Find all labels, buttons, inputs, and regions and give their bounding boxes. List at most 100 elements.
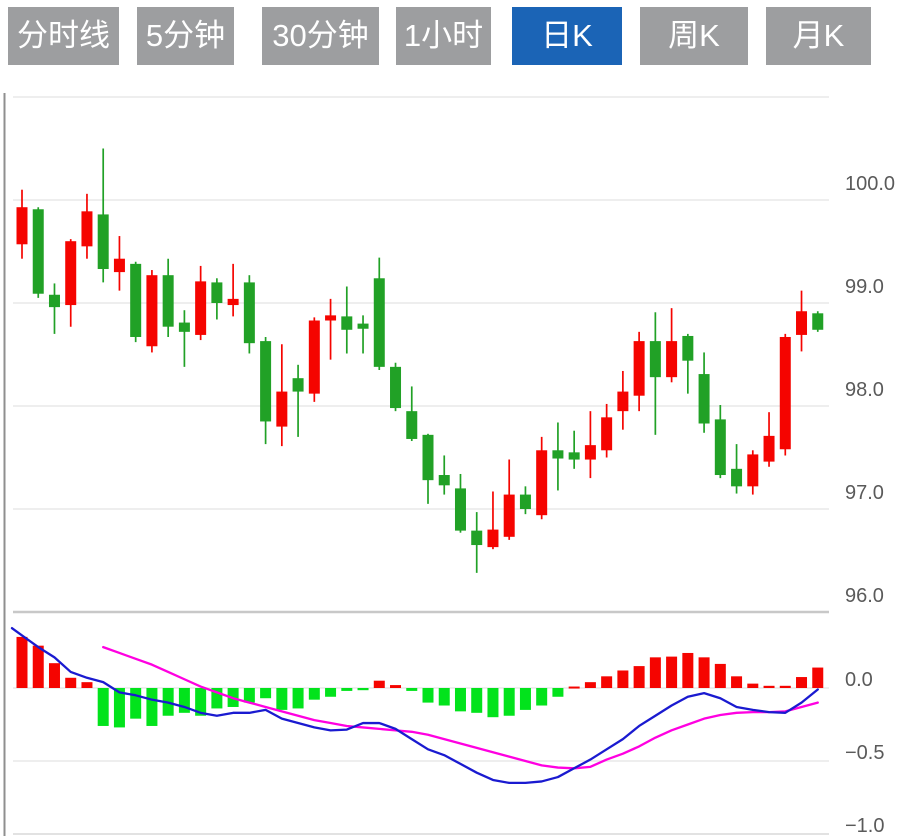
candle-body bbox=[487, 529, 499, 548]
macd-histogram-bar bbox=[454, 688, 466, 712]
tab-30min[interactable]: 30分钟 bbox=[262, 7, 379, 65]
candle-body bbox=[714, 419, 726, 476]
macd-histogram-bar bbox=[32, 645, 44, 688]
macd-histogram-bar bbox=[552, 688, 564, 697]
macd-axis-label: −0.5 bbox=[845, 742, 884, 764]
macd-histogram-bar bbox=[666, 656, 678, 688]
candle-body bbox=[503, 494, 515, 537]
candle-body bbox=[292, 378, 304, 392]
macd-histogram-bar bbox=[812, 667, 824, 688]
macd-histogram-bar bbox=[341, 688, 353, 691]
dif-line bbox=[10, 626, 819, 785]
candle-body bbox=[357, 323, 369, 329]
candle-body bbox=[325, 315, 337, 321]
price-axis-label: 100.0 bbox=[845, 173, 895, 195]
tab-daily-k[interactable]: 日K bbox=[512, 7, 622, 65]
candle-body bbox=[779, 336, 791, 450]
candle-body bbox=[812, 313, 824, 330]
macd-histogram-bar bbox=[406, 688, 418, 691]
candle-body bbox=[536, 450, 548, 516]
macd-histogram-bar bbox=[48, 663, 60, 688]
candle-body bbox=[146, 275, 158, 347]
candle-body bbox=[649, 341, 661, 378]
candle-body bbox=[454, 488, 466, 531]
macd-histogram-bar bbox=[211, 688, 223, 709]
tab-timeline[interactable]: 分时线 bbox=[8, 7, 119, 65]
candle-body bbox=[65, 241, 77, 306]
candle-body bbox=[243, 282, 255, 344]
candle-body bbox=[666, 341, 678, 378]
candle-body bbox=[16, 207, 28, 245]
macd-histogram-bar bbox=[325, 688, 337, 697]
candle-body bbox=[601, 417, 613, 451]
macd-histogram-bar bbox=[796, 677, 808, 688]
macd-histogram-bar bbox=[649, 657, 661, 688]
candle-body bbox=[81, 211, 93, 247]
candle-body bbox=[260, 341, 272, 422]
candle-body bbox=[195, 281, 207, 335]
macd-histogram-bar bbox=[568, 686, 580, 689]
macd-histogram-bar bbox=[16, 636, 28, 688]
tab-monthly-k[interactable]: 月K bbox=[766, 7, 871, 65]
macd-histogram-bar bbox=[178, 688, 190, 713]
candle-body bbox=[373, 278, 385, 367]
candle-body bbox=[97, 214, 109, 270]
tab-1hour[interactable]: 1小时 bbox=[396, 7, 491, 65]
candle-body bbox=[763, 435, 775, 462]
candle-body bbox=[130, 263, 142, 337]
candle-body bbox=[227, 298, 239, 306]
price-axis-label: 99.0 bbox=[845, 276, 884, 298]
macd-histogram-bar bbox=[503, 688, 515, 716]
macd-histogram-bar bbox=[617, 670, 629, 688]
macd-histogram-bar bbox=[81, 682, 93, 688]
macd-histogram-bar bbox=[276, 688, 288, 710]
price-axis-label: 97.0 bbox=[845, 482, 884, 504]
macd-histogram-bar bbox=[779, 685, 791, 688]
candle-body bbox=[48, 294, 60, 308]
macd-histogram-bar bbox=[519, 688, 531, 710]
tab-weekly-k[interactable]: 周K bbox=[640, 7, 748, 65]
price-axis-label: 98.0 bbox=[845, 379, 884, 401]
macd-histogram-bar bbox=[308, 688, 320, 700]
candle-body bbox=[308, 320, 320, 394]
macd-histogram-bar bbox=[65, 677, 77, 688]
candle-body bbox=[390, 366, 402, 409]
candle-body bbox=[568, 452, 580, 460]
macd-histogram-bar bbox=[97, 688, 109, 726]
macd-histogram-bar bbox=[260, 688, 272, 699]
candle-body bbox=[731, 468, 743, 487]
candle-body bbox=[276, 391, 288, 427]
macd-histogram-bar bbox=[487, 688, 499, 718]
macd-histogram-bar bbox=[438, 688, 450, 706]
candle-body bbox=[211, 282, 223, 303]
macd-histogram-bar bbox=[146, 688, 158, 726]
macd-histogram-bar bbox=[698, 657, 710, 688]
macd-histogram-bar bbox=[714, 663, 726, 688]
macd-histogram-bar bbox=[422, 688, 434, 703]
candle-body bbox=[552, 450, 564, 459]
candle-body bbox=[747, 454, 759, 487]
tab-5min[interactable]: 5分钟 bbox=[137, 7, 234, 65]
candle-body bbox=[438, 475, 450, 486]
candle-body bbox=[162, 275, 174, 327]
macd-histogram-bar bbox=[682, 652, 694, 688]
candle-body bbox=[617, 391, 629, 412]
macd-histogram-bar bbox=[584, 682, 596, 688]
macd-histogram-bar bbox=[390, 685, 402, 688]
candle-body bbox=[471, 530, 483, 546]
dea-line bbox=[102, 645, 819, 770]
macd-histogram-bar bbox=[373, 680, 385, 688]
macd-histogram-bar bbox=[731, 676, 743, 688]
interval-tab-bar: 分时线 5分钟 30分钟 1小时 日K 周K 月K bbox=[0, 0, 912, 72]
macd-histogram-bar bbox=[633, 666, 645, 688]
candle-body bbox=[422, 434, 434, 481]
candle-body bbox=[178, 322, 190, 332]
macd-histogram-bar bbox=[763, 685, 775, 688]
candle-body bbox=[113, 258, 125, 273]
macd-histogram-bar bbox=[536, 688, 548, 706]
candle-body bbox=[698, 374, 710, 424]
macd-histogram-bar bbox=[130, 688, 142, 719]
macd-histogram-bar bbox=[195, 688, 207, 716]
